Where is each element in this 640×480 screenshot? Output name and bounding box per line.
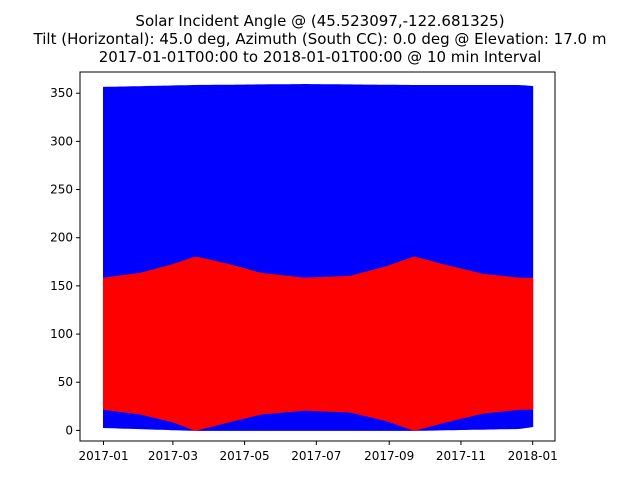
y-tick-label: 0 (65, 423, 73, 437)
x-tick-label: 2017-09 (364, 449, 414, 463)
chart-title-line: Tilt (Horizontal): 45.0 deg, Azimuth (So… (33, 30, 607, 48)
chart-title-line: Solar Incident Angle @ (45.523097,-122.6… (135, 12, 504, 30)
y-tick-label: 250 (50, 183, 73, 197)
y-tick-label: 350 (50, 86, 73, 100)
chart-title-line: 2017-01-01T00:00 to 2018-01-01T00:00 @ 1… (99, 48, 542, 66)
plot-frame (79, 71, 556, 442)
series-area-1 (103, 256, 534, 431)
y-tick-label: 100 (50, 327, 73, 341)
y-tick-label: 150 (50, 279, 73, 293)
plot-series (103, 84, 534, 431)
y-tick-label: 200 (50, 231, 73, 245)
x-tick-label: 2017-07 (291, 449, 341, 463)
y-axis: 0 50 100 150 200 250 300 350 (50, 86, 80, 437)
y-tick-label: 50 (58, 375, 73, 389)
chart-title: Solar Incident Angle @ (45.523097,-122.6… (33, 12, 607, 66)
x-tick-label: 2017-03 (148, 449, 198, 463)
y-tick-label: 300 (50, 134, 73, 148)
x-tick-label: 2017-05 (220, 449, 270, 463)
x-axis: 2017-01 2017-03 2017-05 2017-07 2017-09 2017-… (78, 441, 558, 463)
x-tick-label: 2018-01 (508, 449, 558, 463)
x-tick-label: 2017-01 (78, 449, 128, 463)
x-tick-label: 2017-11 (436, 449, 486, 463)
